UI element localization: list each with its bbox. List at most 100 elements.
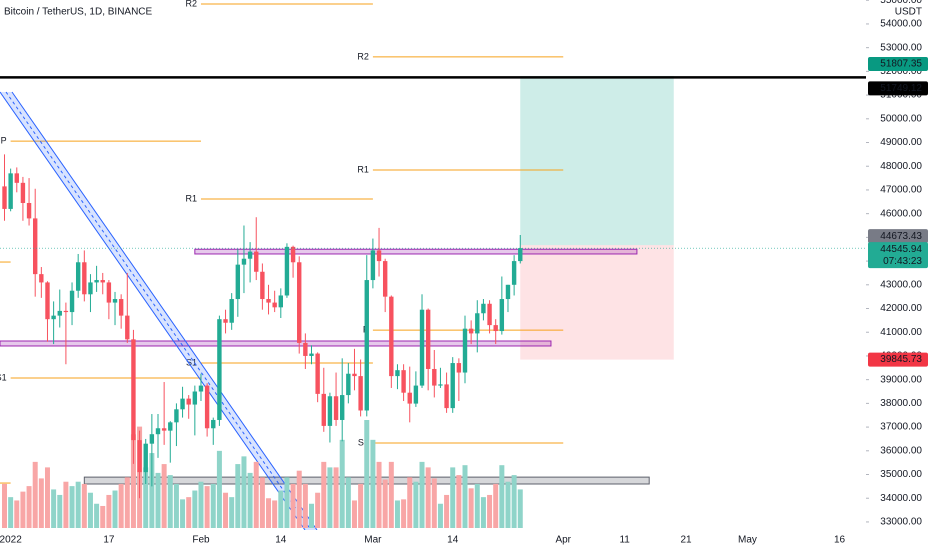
candle-body: [131, 339, 136, 441]
candle-body: [284, 246, 290, 296]
pivot-label: R2: [185, 0, 197, 8]
volume-bar: [364, 420, 370, 528]
y-tick-label: 53000.00: [880, 42, 922, 53]
candle-body: [505, 284, 511, 300]
y-tick-label: 42000.00: [880, 303, 922, 314]
volume-bar: [431, 478, 437, 528]
volume-bar: [370, 439, 376, 528]
y-tick-label: 48000.00: [880, 161, 922, 172]
candle-body: [352, 373, 357, 377]
candle-body: [309, 353, 314, 356]
current-price-tag: 44545.94: [880, 244, 922, 255]
volume-bar: [296, 470, 302, 528]
volume-bar: [266, 498, 272, 528]
volume-bar: [94, 503, 100, 528]
volume-bar: [284, 477, 290, 528]
pivot-label: S1: [186, 357, 197, 367]
volume-bar: [462, 465, 468, 528]
volume-bar: [493, 483, 499, 528]
candle-body: [39, 274, 44, 283]
volume-bar: [229, 497, 235, 528]
y-tick-label: 41000.00: [880, 327, 922, 338]
volume-bar: [290, 483, 296, 528]
candle-body: [149, 434, 155, 444]
volume-bar: [155, 472, 161, 528]
candle-body: [468, 328, 474, 334]
volume-bar: [253, 461, 259, 528]
volume-bar: [333, 467, 339, 528]
volume-bar: [167, 475, 173, 528]
pivot-label: R1: [357, 164, 369, 174]
candle-body: [217, 319, 222, 420]
volume-bar: [2, 483, 7, 528]
candle-body: [174, 409, 179, 423]
candle-body: [376, 250, 382, 262]
pivot-label: R1: [185, 193, 197, 203]
candle-body: [382, 261, 388, 297]
candle-body: [143, 443, 148, 473]
x-tick-label: Mar: [364, 535, 382, 546]
x-tick-label: 14: [275, 535, 287, 546]
y-tick-label: 54000.00: [880, 19, 922, 30]
y-tick-label: 47000.00: [880, 185, 922, 196]
candle-body: [14, 173, 19, 183]
volume-bar: [382, 479, 388, 528]
zone: [0, 340, 552, 347]
current-price-tag-bg: [868, 242, 928, 269]
pivot-label: S1: [358, 437, 369, 447]
candle-body: [364, 280, 369, 411]
volume-bar: [32, 461, 38, 528]
volume-bar: [376, 461, 382, 528]
x-tick-label: Apr: [555, 535, 571, 546]
x-tick-label: May: [738, 535, 757, 546]
volume-bar: [450, 467, 456, 528]
volume-bar: [401, 499, 407, 528]
volume-bar: [315, 492, 321, 528]
pivot-label: P: [1, 135, 7, 145]
candle-body: [395, 370, 400, 377]
volume-bar: [413, 481, 419, 528]
candle-body: [260, 271, 265, 300]
volume-bar: [130, 434, 136, 528]
volume-bar: [474, 483, 480, 528]
candle-body: [82, 262, 87, 295]
pivot-label: R2: [357, 51, 369, 61]
volume-bar: [444, 494, 450, 528]
y-tick-label: 35000.00: [880, 469, 922, 480]
candle-body: [518, 248, 523, 262]
entry-price-tag: 44673.43: [880, 231, 922, 242]
volume-bar: [180, 499, 186, 528]
volume-bar: [143, 467, 149, 528]
candle-body: [75, 262, 81, 291]
candle-body: [297, 262, 302, 343]
volume-bar: [272, 500, 278, 528]
candle-body: [327, 396, 333, 426]
currency-label: USDT: [895, 7, 922, 18]
candle-body: [45, 282, 50, 320]
candle-body: [407, 392, 412, 404]
x-tick-label: 2022: [0, 535, 22, 546]
candle-body: [456, 363, 462, 373]
volume-bar: [345, 477, 351, 528]
candle-body: [155, 428, 161, 435]
target-zone: [520, 75, 674, 246]
volume-bar: [223, 492, 229, 528]
candle-body: [186, 398, 191, 405]
candle-body: [204, 385, 210, 429]
y-tick-label: 46000.00: [880, 208, 922, 219]
y-tick-label: 34000.00: [880, 493, 922, 504]
candle-body: [112, 299, 118, 303]
volume-bar: [63, 481, 69, 528]
volume-bar: [321, 461, 327, 528]
candle-body: [340, 395, 345, 420]
x-tick-label: 11: [619, 535, 630, 546]
volume-bar: [259, 477, 265, 528]
volume-bar: [204, 486, 210, 528]
volume-bar: [517, 489, 523, 528]
candle-body: [211, 419, 216, 429]
volume-bar: [26, 486, 32, 528]
volume-bar: [388, 461, 394, 528]
entry-price-tag-bg: [868, 229, 928, 244]
